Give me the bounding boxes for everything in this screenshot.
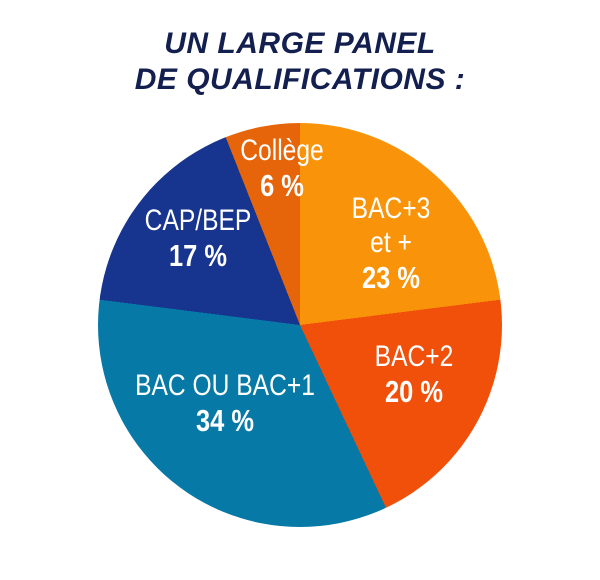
slice-name: BAC OU BAC+1 — [135, 369, 315, 402]
slice-name: BAC+3 — [351, 192, 431, 225]
slice-name-line2: et + — [370, 226, 412, 259]
slice-percent: 23 % — [362, 260, 420, 295]
slice-label-capbep: CAP/BEP 17 % — [145, 204, 252, 273]
slice-percent: 20 % — [385, 374, 443, 409]
slice-name: Collège — [240, 134, 324, 167]
slice-label-college: Collège 6 % — [240, 134, 323, 203]
slice-name: BAC+2 — [374, 340, 454, 373]
slice-percent: 17 % — [169, 238, 227, 273]
slice-name: CAP/BEP — [144, 204, 252, 237]
pie-chart — [98, 123, 502, 527]
chart-title-line1: UN LARGE PANEL — [164, 27, 436, 60]
chart-title-line2: DE QUALIFICATIONS : — [134, 63, 466, 96]
slice-percent: 34 % — [196, 403, 254, 438]
chart-title: UN LARGE PANEL DE QUALIFICATIONS : — [0, 26, 600, 98]
slice-label-bac3: BAC+3 et + 23 % — [352, 192, 431, 295]
slice-label-bac-ou-bac1: BAC OU BAC+1 34 % — [135, 369, 315, 438]
slice-percent: 6 % — [260, 168, 304, 203]
slice-label-bac2: BAC+2 20 % — [375, 340, 454, 409]
